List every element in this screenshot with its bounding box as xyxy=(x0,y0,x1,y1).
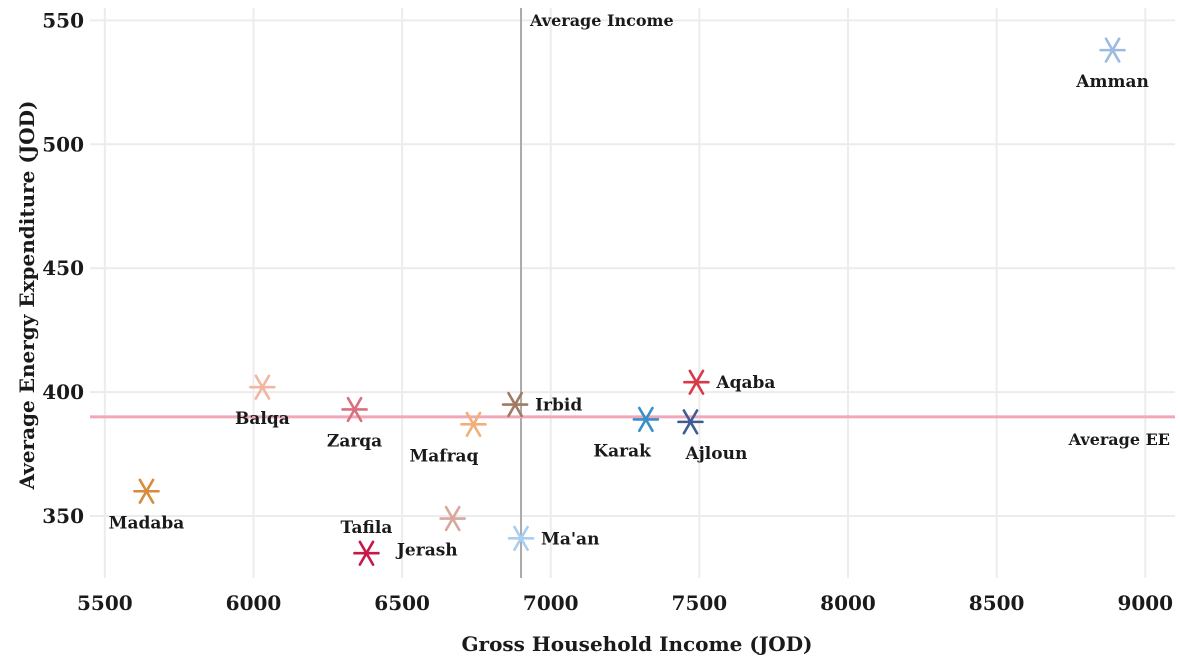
x-tick-label: 8000 xyxy=(820,591,876,615)
data-point: Madaba xyxy=(109,478,185,533)
asterisk-marker xyxy=(677,409,704,435)
average-income-label: Average Income xyxy=(529,11,674,30)
data-point: Amman xyxy=(1075,37,1149,92)
y-tick-label: 400 xyxy=(42,380,84,404)
x-tick-label: 7500 xyxy=(672,591,728,615)
data-point-label: Jerash xyxy=(395,541,458,561)
x-tick-label: 7000 xyxy=(523,591,579,615)
data-points: Amman Aqaba Balqa Irbid Zarqa Karak Ajloun Mafr… xyxy=(109,37,1149,566)
y-axis-title: Average Energy Expenditure (JOD) xyxy=(15,101,39,491)
asterisk-marker xyxy=(133,478,160,504)
data-point-label: Aqaba xyxy=(715,373,775,393)
asterisk-marker xyxy=(249,374,276,400)
data-point: Zarqa xyxy=(327,396,382,451)
data-point-label: Amman xyxy=(1075,72,1149,92)
x-axis-title: Gross Household Income (JOD) xyxy=(461,632,812,656)
data-point-label: Karak xyxy=(593,441,652,461)
data-point: Aqaba xyxy=(683,369,775,395)
grid-layer xyxy=(90,8,1175,578)
data-point: Mafraq xyxy=(409,411,487,466)
data-point-label: Zarqa xyxy=(327,431,382,451)
asterisk-marker xyxy=(353,540,380,566)
y-tick-label: 450 xyxy=(42,256,84,280)
data-point: Tafila xyxy=(341,518,393,566)
x-tick-label: 5500 xyxy=(77,591,133,615)
data-point-label: Madaba xyxy=(109,513,185,533)
y-tick-label: 500 xyxy=(42,132,84,156)
data-point-label: Balqa xyxy=(235,409,290,429)
asterisk-marker xyxy=(507,525,535,552)
data-point-label: Ajloun xyxy=(684,444,747,464)
average-ee-label: Average EE xyxy=(1068,430,1170,449)
asterisk-marker xyxy=(460,411,487,438)
x-tick-label: 6500 xyxy=(374,591,430,615)
data-point: Irbid xyxy=(501,391,582,418)
data-point: Balqa xyxy=(235,374,290,429)
reference-lines: Average Income Average EE xyxy=(90,8,1175,578)
asterisk-marker xyxy=(341,396,368,423)
data-point-label: Mafraq xyxy=(409,446,478,466)
asterisk-marker xyxy=(501,391,529,418)
data-point-label: Irbid xyxy=(535,396,582,416)
data-point: Ajloun xyxy=(677,409,747,464)
y-tick-label: 550 xyxy=(42,8,84,32)
x-tick-label: 9000 xyxy=(1117,591,1173,615)
x-tick-label: 8500 xyxy=(969,591,1025,615)
data-point: Jerash xyxy=(395,505,466,561)
data-point: Ma'an xyxy=(507,525,599,552)
asterisk-marker xyxy=(439,505,466,532)
data-point-label: Tafila xyxy=(341,518,393,538)
data-point: Karak xyxy=(593,406,660,461)
x-tick-label: 6000 xyxy=(226,591,282,615)
asterisk-marker xyxy=(683,369,710,395)
data-point-label: Ma'an xyxy=(541,529,599,549)
asterisk-marker xyxy=(1099,37,1126,63)
axis-ticks: 5500 6000 6500 7000 7500 8000 8500 9000 350 400 45… xyxy=(42,8,1173,615)
y-tick-label: 350 xyxy=(42,504,84,528)
asterisk-marker xyxy=(632,406,660,433)
